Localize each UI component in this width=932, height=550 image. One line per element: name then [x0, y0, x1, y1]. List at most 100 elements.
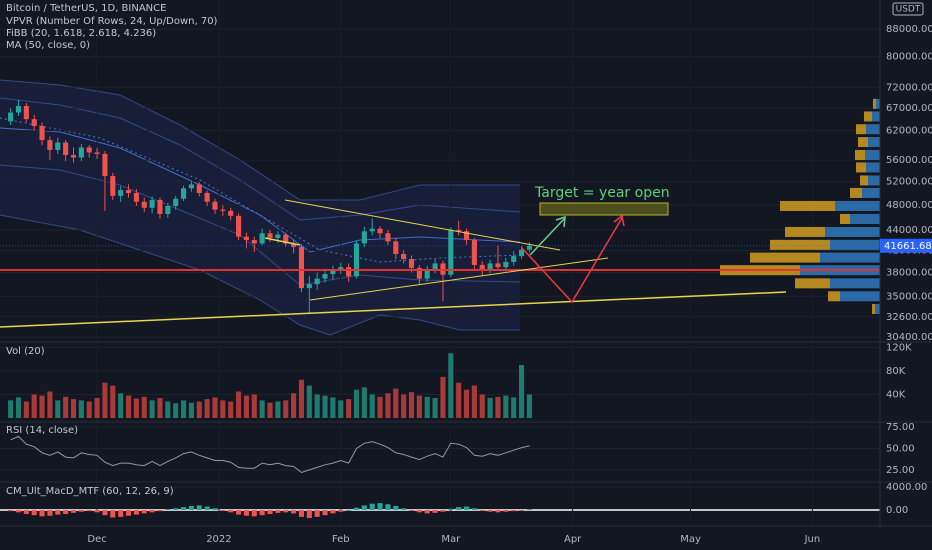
y-tick-label: 50.00 [886, 443, 915, 454]
bar [346, 509, 352, 511]
bar [180, 507, 187, 510]
bar [31, 509, 37, 516]
bar [330, 509, 336, 514]
candle-body [456, 229, 462, 232]
candle-body [251, 240, 257, 244]
bar [322, 395, 328, 418]
candle-body [298, 246, 305, 289]
candle-body [236, 215, 242, 237]
candle-body [283, 234, 289, 244]
candle-body [432, 263, 438, 271]
y-tick-label: 0.00 [886, 505, 908, 516]
pane-title: Vol (20) [6, 346, 45, 357]
candle-body [503, 261, 509, 268]
candle-body [31, 119, 37, 126]
bar [526, 509, 532, 510]
bar [78, 400, 84, 418]
vpvr-up [835, 200, 880, 211]
candle-body [401, 253, 407, 260]
bar [86, 401, 92, 418]
bar [322, 509, 328, 516]
bar [94, 397, 100, 418]
vpvr-up [830, 278, 880, 289]
bar [377, 396, 383, 418]
trend-line [0, 291, 787, 328]
flag-line [264, 237, 301, 246]
indicator-label: VPVR (Number Of Rows, 24, Up/Down, 70) [6, 16, 218, 27]
candle-body [291, 243, 297, 247]
vpvr-down [856, 124, 866, 135]
red-arrow [521, 217, 623, 304]
vpvr-down [860, 175, 868, 186]
bar [440, 376, 446, 418]
bar [173, 403, 179, 418]
candle-body [196, 184, 202, 193]
x-tick-label: Mar [441, 534, 461, 545]
candle-body [188, 184, 194, 189]
bar [511, 397, 517, 418]
bar [110, 385, 116, 418]
bar [23, 509, 29, 515]
vpvr-up [868, 137, 880, 148]
candle-body [63, 142, 69, 155]
bar [251, 509, 257, 517]
bar [47, 391, 53, 418]
bar [157, 397, 163, 418]
rsi-line [10, 435, 530, 474]
bar [55, 509, 61, 515]
bar [456, 382, 462, 418]
candle-body [377, 228, 383, 234]
vpvr-up [875, 303, 880, 314]
bar [228, 509, 234, 513]
bar [408, 392, 415, 418]
bar [369, 503, 375, 510]
candle-body [369, 228, 375, 232]
bar [416, 395, 422, 418]
candle-body [180, 188, 187, 199]
bar [236, 391, 242, 418]
candle-body [220, 209, 226, 211]
triangle-upper [284, 199, 561, 251]
bar [39, 509, 45, 517]
bar [448, 508, 454, 510]
bar [479, 509, 485, 511]
vpvr-down [856, 162, 866, 173]
bar [141, 396, 147, 418]
bar [291, 509, 297, 514]
moving-average [0, 117, 521, 263]
bar [63, 396, 69, 418]
vpvr-up [825, 226, 880, 237]
green-arrow [529, 217, 566, 256]
candle-body [361, 231, 367, 244]
candle-body [463, 231, 470, 241]
currency-box[interactable] [892, 2, 924, 16]
bar [259, 400, 265, 418]
bar [173, 508, 179, 510]
bar [471, 508, 477, 510]
x-tick-label: Feb [332, 534, 350, 545]
candle-body [518, 249, 525, 257]
pane-title: RSI (14, close) [6, 425, 78, 436]
bar [401, 394, 407, 418]
candle-body [70, 154, 77, 158]
vpvr-up [866, 162, 880, 173]
bar [78, 509, 84, 512]
bar [243, 509, 249, 516]
vpvr-up [862, 187, 880, 198]
candle-body [228, 210, 234, 216]
y-tick-label: 35000.00 [886, 291, 932, 302]
currency-label[interactable]: USDT [896, 5, 921, 15]
bar [338, 400, 344, 418]
bar [346, 399, 352, 418]
bar [157, 509, 163, 512]
candle-body [23, 105, 29, 120]
bar [220, 509, 226, 511]
vpvr-up [850, 213, 880, 224]
bar [243, 395, 249, 418]
candle-body [78, 147, 84, 158]
vpvr-up [830, 239, 880, 250]
candle-body [479, 264, 485, 270]
vpvr-up [876, 98, 880, 109]
bar [259, 509, 265, 516]
